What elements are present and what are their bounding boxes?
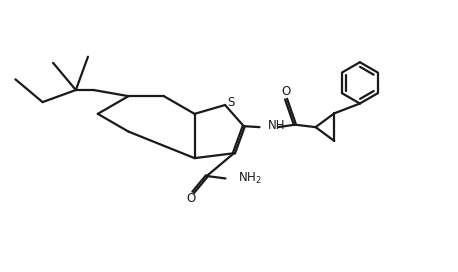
- Text: O: O: [186, 192, 196, 205]
- Text: NH: NH: [268, 119, 286, 132]
- Text: S: S: [227, 96, 234, 109]
- Text: NH$_2$: NH$_2$: [238, 171, 262, 186]
- Text: O: O: [282, 85, 291, 98]
